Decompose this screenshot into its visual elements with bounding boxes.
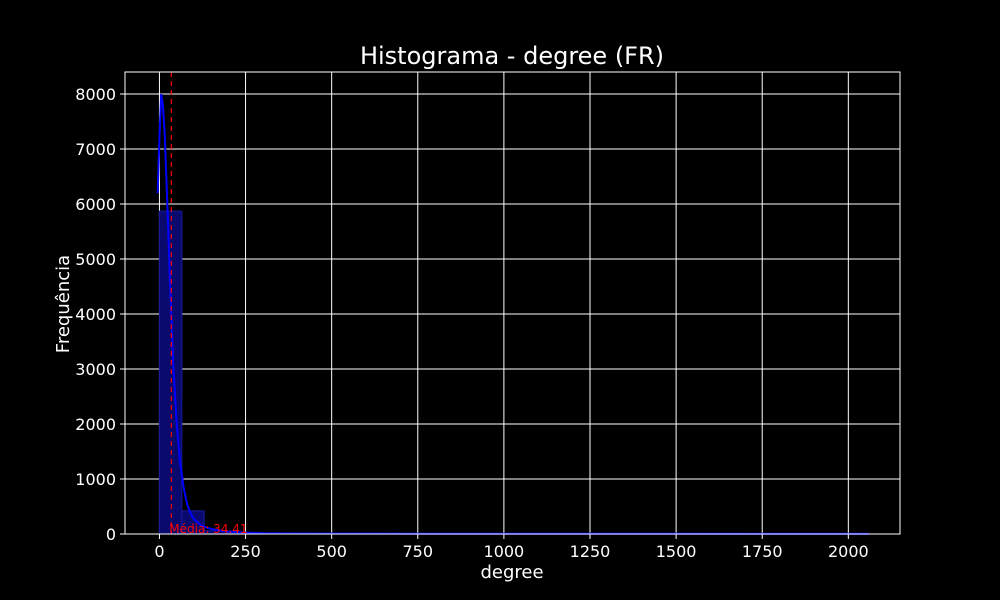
y-axis-label: Frequência	[53, 255, 74, 353]
x-tick-label: 2000	[828, 542, 869, 561]
y-tick-label: 4000	[75, 305, 116, 324]
x-tick-label: 1250	[570, 542, 611, 561]
plot-frame	[124, 71, 901, 535]
y-tick-label: 6000	[75, 195, 116, 214]
y-tick-label: 8000	[75, 85, 116, 104]
x-axis-ticks: 0 250 500 750 1000 1250 1500 1750 2000	[154, 534, 869, 561]
grid	[125, 72, 900, 535]
x-axis-label: degree	[480, 562, 543, 583]
y-tick-label: 7000	[75, 140, 116, 159]
x-tick-label: 0	[154, 542, 164, 561]
chart-title: Histograma - degree (FR)	[360, 42, 664, 70]
y-axis-ticks: 0 1000 2000 3000 4000 5000 6000 7000 8000	[75, 85, 125, 544]
x-tick-label: 250	[230, 542, 261, 561]
y-tick-label: 3000	[75, 360, 116, 379]
y-tick-label: 5000	[75, 250, 116, 269]
x-tick-label: 1000	[484, 542, 525, 561]
histogram-bar	[158, 210, 183, 535]
y-tick-label: 0	[106, 525, 116, 544]
y-tick-label: 1000	[75, 470, 116, 489]
mean-label: Média: 34.41	[169, 522, 247, 536]
x-tick-label: 750	[403, 542, 434, 561]
x-tick-label: 1750	[742, 542, 783, 561]
y-tick-label: 2000	[75, 415, 116, 434]
x-tick-label: 1500	[656, 542, 697, 561]
x-tick-label: 500	[316, 542, 347, 561]
